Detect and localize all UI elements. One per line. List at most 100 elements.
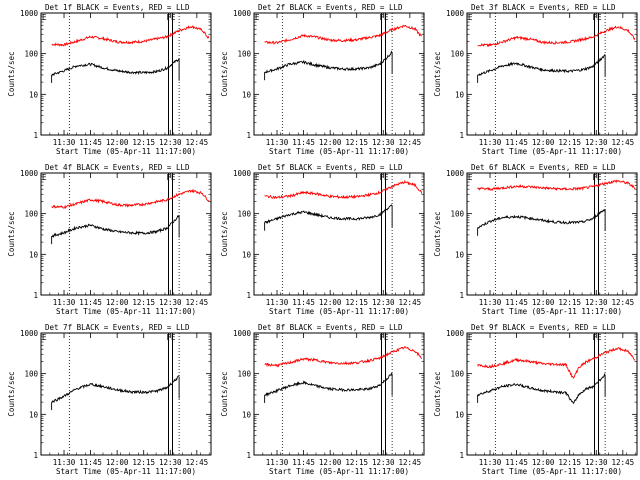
- marker-e-label: E: [255, 333, 260, 342]
- x-tick-label: 12:00: [319, 458, 342, 467]
- x-tick-label: 12:00: [106, 458, 129, 467]
- y-tick-label: 10: [242, 90, 252, 99]
- x-axis-label: Start Time (05-Apr-11 11:17:00): [482, 467, 622, 476]
- x-tick-label: 11:45: [79, 458, 102, 467]
- events-series-line: [264, 204, 393, 224]
- panel-title: Det 3f BLACK = Events, RED = LLD: [471, 3, 616, 12]
- x-tick-label: 12:30: [159, 458, 182, 467]
- lld-series-line: [477, 25, 636, 48]
- events-series-line: [51, 58, 180, 77]
- x-tick-label: 12:30: [585, 458, 608, 467]
- y-tick-label: 1000: [446, 329, 465, 338]
- x-tick-label: 11:30: [479, 458, 502, 467]
- plot-frame: [40, 172, 212, 296]
- x-axis-label: Start Time (05-Apr-11 11:17:00): [56, 307, 196, 316]
- y-tick-label: 10: [29, 90, 39, 99]
- events-series-line: [477, 373, 606, 405]
- x-tick-label: 12:30: [159, 298, 182, 307]
- x-tick-label: 12:00: [532, 298, 555, 307]
- marker-e-label: E: [42, 173, 47, 182]
- x-tick-label: 12:45: [612, 458, 635, 467]
- marker-e-label: E: [255, 173, 260, 182]
- y-tick-label: 100: [450, 210, 464, 219]
- x-tick-label: 12:15: [558, 458, 581, 467]
- x-axis-label: Start Time (05-Apr-11 11:17:00): [269, 147, 409, 156]
- x-tick-label: 12:45: [186, 138, 209, 147]
- y-tick-label: 1000: [20, 169, 39, 178]
- y-tick-label: 10: [242, 250, 252, 259]
- plot-frame: [466, 12, 638, 136]
- y-axis-label: Counts/sec: [220, 51, 229, 96]
- marker-fe-label: FE: [167, 173, 177, 182]
- x-tick-label: 11:45: [505, 458, 528, 467]
- panel-4: Det 4f BLACK = Events, RED = LLD 1 10 100 10…: [7, 163, 212, 316]
- panel-title: Det 9f BLACK = Events, RED = LLD: [471, 323, 616, 332]
- lld-series-line: [264, 24, 422, 45]
- x-tick-label: 12:00: [319, 298, 342, 307]
- marker-e-label: E: [468, 13, 473, 22]
- x-axis-label: Start Time (05-Apr-11 11:17:00): [482, 147, 622, 156]
- y-tick-label: 10: [455, 90, 465, 99]
- plot-frame: [466, 332, 638, 456]
- marker-e-label: E: [468, 173, 473, 182]
- marker-e-label: E: [255, 13, 260, 22]
- y-axis-label: Counts/sec: [7, 211, 16, 256]
- x-axis-label: Start Time (05-Apr-11 11:17:00): [56, 467, 196, 476]
- x-tick-label: 12:30: [585, 298, 608, 307]
- events-series-line: [264, 372, 393, 398]
- y-tick-label: 10: [455, 410, 465, 419]
- marker-e-label: E: [42, 13, 47, 22]
- y-tick-label: 1000: [446, 9, 465, 18]
- x-axis-label: Start Time (05-Apr-11 11:17:00): [269, 307, 409, 316]
- y-tick-label: 1: [246, 291, 251, 300]
- x-tick-label: 12:30: [585, 138, 608, 147]
- y-axis-label: Counts/sec: [7, 51, 16, 96]
- y-tick-label: 1000: [446, 169, 465, 178]
- y-axis-label: Counts/sec: [220, 371, 229, 416]
- y-tick-label: 1000: [233, 329, 252, 338]
- marker-fe-label: FE: [380, 13, 390, 22]
- y-tick-label: 1: [33, 451, 38, 460]
- y-tick-label: 1000: [20, 9, 39, 18]
- x-tick-label: 12:00: [532, 458, 555, 467]
- x-tick-label: 12:15: [132, 298, 155, 307]
- y-tick-label: 100: [450, 50, 464, 59]
- x-tick-label: 12:00: [319, 138, 342, 147]
- panel-7: Det 7f BLACK = Events, RED = LLD 1 10 100 10…: [7, 323, 212, 476]
- marker-e-label: E: [468, 333, 473, 342]
- plot-frame: [253, 332, 425, 456]
- y-tick-label: 1: [33, 291, 38, 300]
- x-tick-label: 12:15: [132, 458, 155, 467]
- events-series-line: [477, 54, 606, 77]
- y-tick-label: 1000: [233, 169, 252, 178]
- plot-frame: [466, 172, 638, 296]
- y-tick-label: 1: [459, 131, 464, 140]
- x-tick-label: 11:45: [505, 298, 528, 307]
- panel-8: Det 8f BLACK = Events, RED = LLD 1 10 100 10…: [220, 323, 425, 476]
- x-tick-label: 12:45: [186, 458, 209, 467]
- plot-frame: [253, 172, 425, 296]
- x-tick-label: 11:30: [266, 138, 289, 147]
- x-tick-label: 12:45: [399, 298, 422, 307]
- panel-1: Det 1f BLACK = Events, RED = LLD 1 10 100 10…: [7, 3, 212, 156]
- y-tick-label: 1000: [233, 9, 252, 18]
- panel-title: Det 1f BLACK = Events, RED = LLD: [45, 3, 190, 12]
- y-tick-label: 1: [459, 451, 464, 460]
- lld-series-line: [264, 345, 423, 368]
- x-tick-label: 12:30: [372, 298, 395, 307]
- panel-9: Det 9f BLACK = Events, RED = LLD 1 10 100 10…: [433, 323, 638, 476]
- y-tick-label: 1000: [20, 329, 39, 338]
- x-tick-label: 11:30: [53, 138, 76, 147]
- x-tick-label: 11:45: [505, 138, 528, 147]
- panel-6: Det 6f BLACK = Events, RED = LLD 1 10 100 10…: [433, 163, 638, 316]
- x-tick-label: 11:45: [292, 298, 315, 307]
- y-axis-label: Counts/sec: [7, 371, 16, 416]
- marker-fe-label: FE: [167, 333, 177, 342]
- y-tick-label: 100: [237, 50, 251, 59]
- marker-fe-label: FE: [380, 333, 390, 342]
- y-axis-label: Counts/sec: [433, 211, 442, 256]
- x-tick-label: 11:30: [479, 138, 502, 147]
- lld-series-line: [51, 25, 210, 47]
- x-tick-label: 12:30: [372, 138, 395, 147]
